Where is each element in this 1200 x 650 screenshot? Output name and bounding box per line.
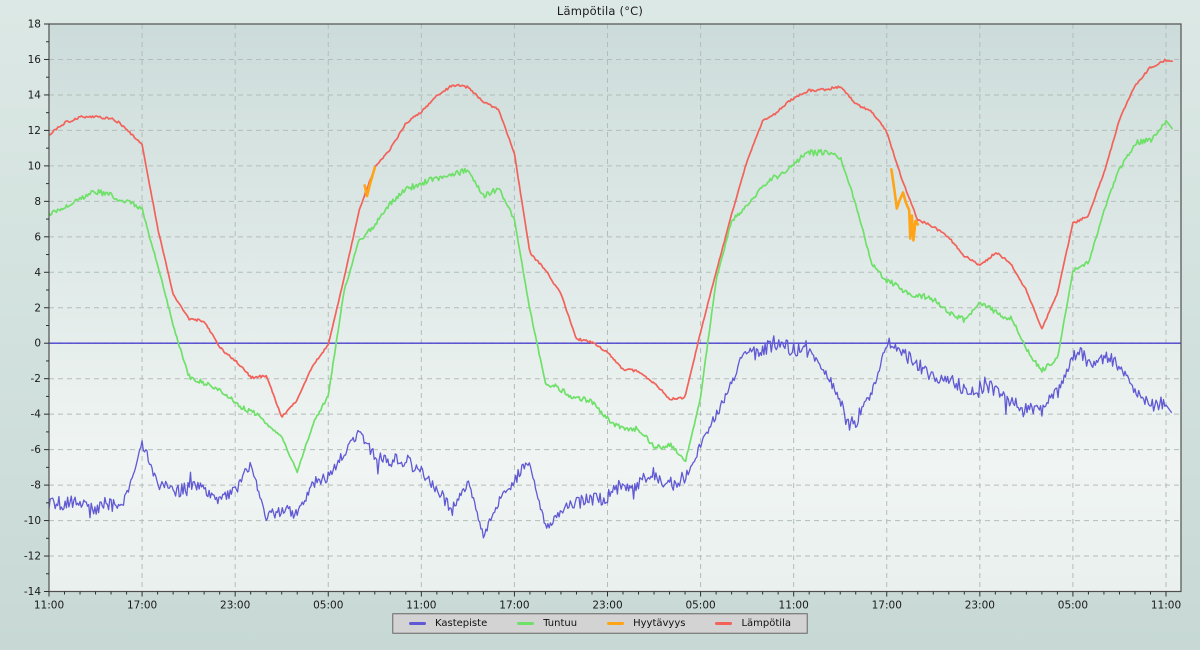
series-line-kastepiste — [49, 335, 1173, 539]
legend-swatch-tuntuu — [517, 622, 535, 625]
series-line-tuntuu — [49, 119, 1174, 474]
legend-item-hyytavyys: Hyytävyys — [607, 618, 685, 629]
legend-label-lampotila: Lämpötila — [741, 618, 791, 629]
y-tick-label: 2 — [34, 302, 41, 314]
series-line-hyytävyys — [890, 168, 920, 242]
axis-labels: 11:00 17:00 23:00 05:00 11:00 17:00 23:00 05:00… — [24, 19, 1181, 612]
x-tick-label: 17:00 — [499, 600, 529, 612]
y-tick-label: 0 — [34, 338, 41, 350]
legend-label-kastepiste: Kastepiste — [435, 618, 488, 629]
x-tick-label: 23:00 — [220, 600, 250, 612]
y-tick-label: 6 — [34, 231, 41, 243]
y-tick-label: -12 — [24, 551, 41, 563]
axis-ticks — [44, 23, 1167, 597]
x-tick-label: 05:00 — [1058, 600, 1088, 612]
series-line-lämpötila — [49, 58, 1174, 418]
legend-item-kastepiste: Kastepiste — [409, 618, 487, 629]
x-tick-label: 17:00 — [127, 600, 157, 612]
y-tick-label: 14 — [28, 89, 42, 101]
x-tick-label: 05:00 — [685, 600, 715, 612]
x-tick-label: 23:00 — [965, 600, 995, 612]
y-tick-label: -8 — [31, 480, 41, 492]
y-tick-label: 8 — [34, 196, 41, 208]
legend-item-tuntuu: Tuntuu — [517, 618, 577, 629]
y-tick-label: -4 — [31, 409, 42, 421]
chart-title: Lämpötila (°C) — [556, 4, 644, 18]
legend-swatch-kastepiste — [409, 622, 427, 625]
legend-label-tuntuu: Tuntuu — [543, 618, 578, 629]
legend-label-hyytavyys: Hyytävyys — [633, 618, 686, 629]
x-tick-label: 11:00 — [406, 600, 436, 612]
y-tick-label: -2 — [31, 373, 41, 385]
chart-legend: Kastepiste Tuntuu Hyytävyys Lämpötila — [392, 613, 808, 634]
y-tick-label: 12 — [28, 125, 41, 137]
x-tick-label: 17:00 — [872, 600, 902, 612]
x-tick-label: 11:00 — [34, 600, 64, 612]
series-line-hyytävyys — [363, 166, 377, 198]
x-tick-label: 05:00 — [313, 600, 343, 612]
y-tick-label: 10 — [28, 160, 41, 172]
y-tick-label: 18 — [28, 19, 41, 31]
series-group — [49, 58, 1174, 539]
x-tick-label: 23:00 — [592, 600, 622, 612]
y-tick-label: 16 — [28, 54, 42, 66]
plot-area — [49, 24, 1181, 592]
x-tick-label: 11:00 — [1151, 600, 1181, 612]
y-tick-label: -6 — [31, 444, 42, 456]
y-tick-label: 4 — [34, 267, 41, 279]
y-tick-label: -14 — [24, 586, 41, 598]
legend-item-lampotila: Lämpötila — [715, 618, 791, 629]
legend-swatch-hyytavyys — [607, 622, 625, 625]
legend-swatch-lampotila — [715, 622, 733, 625]
y-tick-label: -10 — [24, 515, 41, 527]
x-tick-label: 11:00 — [779, 600, 809, 612]
gridlines — [49, 24, 1181, 592]
